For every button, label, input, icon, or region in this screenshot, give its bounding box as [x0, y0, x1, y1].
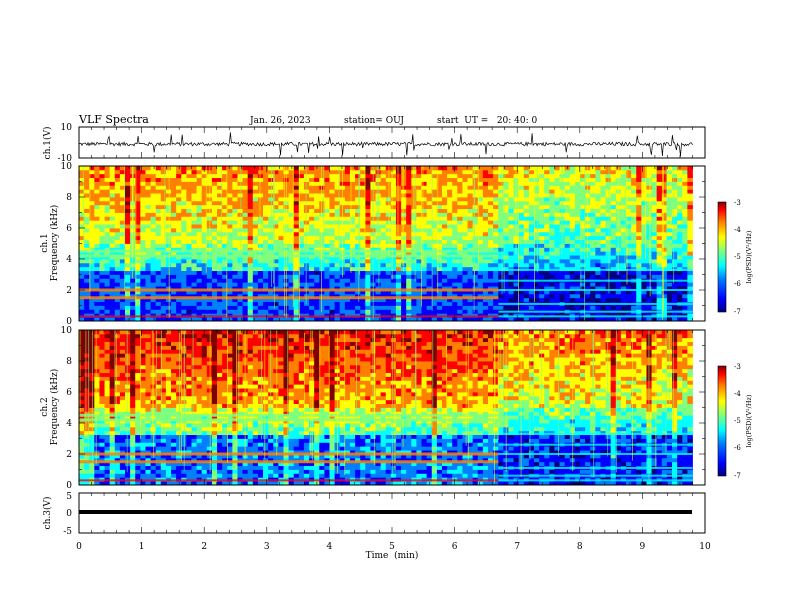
- cb2-tick-m7: -7: [734, 472, 741, 480]
- x-tick-label: 6: [452, 542, 458, 552]
- ch1-spec-ylabel-line1: ch.1: [40, 233, 50, 252]
- ch3-ytick-m5: -5: [63, 527, 72, 537]
- date-label: Jan. 26, 2023: [249, 116, 311, 126]
- cb2-label: log(PSD)(V²/Hz): [745, 394, 753, 447]
- x-tick-labels: 0 1 2 3 4 5 6 7 8 9 10: [76, 542, 711, 552]
- freq-tick-label: 2: [66, 450, 72, 460]
- ch3-waveform-panel: 5 0 -5 ch.3(V): [42, 492, 706, 537]
- x-tick-label: 0: [76, 542, 82, 552]
- ch1-waveform-line: [78, 132, 693, 157]
- cb2-tick-m6: -6: [734, 444, 741, 452]
- freq-tick-label: 8: [66, 193, 72, 203]
- ch1-ytick-bottom: -10: [58, 154, 73, 164]
- freq-tick-label: 4: [66, 419, 72, 429]
- cb2-tick-m4: -4: [734, 390, 741, 398]
- x-axis-label: Time (min): [366, 550, 419, 561]
- freq-tick-label: 0: [66, 481, 72, 491]
- freq-tick-label: 10: [61, 162, 73, 172]
- freq-tick-label: 6: [66, 224, 72, 234]
- cb1-tick-m4: -4: [734, 226, 741, 234]
- cb1-tick-m5: -5: [734, 253, 741, 261]
- x-tick-label: 3: [264, 542, 270, 552]
- ch1-spec-ylabel-line2: Frequency (kHz): [49, 205, 60, 282]
- ch1-ytick-top: 10: [61, 123, 73, 133]
- ch3-ytick-0: 0: [66, 509, 72, 519]
- cb2-tick-m5: -5: [734, 417, 741, 425]
- freq-tick-label: 8: [66, 357, 72, 367]
- start-time-label: start UT = 20: 40: 0: [437, 116, 538, 126]
- cb1-tick-m7: -7: [734, 308, 741, 316]
- cb1-tick-m6: -6: [734, 280, 741, 288]
- x-tick-label: 9: [640, 542, 646, 552]
- colorbar-2: -3 -4 -5 -6 -7 log(PSD)(V²/Hz): [717, 363, 753, 480]
- x-tick-label: 5: [389, 542, 395, 552]
- chart-title: VLF Spectra: [78, 113, 149, 126]
- freq-tick-label: 6: [66, 388, 72, 398]
- ch2-spec-ylabel-line1: ch.2: [40, 397, 50, 416]
- x-tick-label: 1: [139, 542, 145, 552]
- ch1-spectrogram-image: [79, 166, 705, 322]
- freq-tick-label: 10: [61, 326, 73, 336]
- ch1-waveform-panel: 10 -10 ch.1(V): [42, 123, 706, 164]
- colorbar-1: -3 -4 -5 -6 -7 log(PSD)(V²/Hz): [717, 199, 753, 316]
- freq-tick-label: 4: [66, 255, 72, 265]
- x-tick-label: 4: [327, 542, 333, 552]
- ch1-ylabel: ch.1(V): [42, 127, 53, 160]
- station-label: station= OUJ: [344, 116, 404, 126]
- x-tick-label: 2: [201, 542, 207, 552]
- ch2-spectrogram-panel: 0 2 4 6 8 10 ch.2 Frequency (kHz): [40, 326, 706, 491]
- freq-tick-label: 2: [66, 286, 72, 296]
- ch3-ylabel: ch.3(V): [42, 497, 53, 530]
- x-tick-label: 8: [577, 542, 583, 552]
- cb1-tick-m3: -3: [734, 199, 741, 207]
- ch3-ytick-5: 5: [66, 492, 72, 502]
- cb2-tick-m3: -3: [734, 363, 741, 371]
- cb1-label: log(PSD)(V²/Hz): [745, 230, 753, 283]
- ch1-spectrogram-panel: 0 2 4 6 8 10 ch.1 Frequency (kHz): [40, 162, 706, 327]
- colorbar-2-gradient: [717, 365, 727, 477]
- x-tick-label: 10: [699, 542, 711, 552]
- ch2-spec-ylabel-line2: Frequency (kHz): [49, 369, 60, 446]
- colorbar-1-gradient: [717, 201, 727, 313]
- freq-tick-label: 0: [66, 317, 72, 327]
- ch2-spectrogram-image: [79, 330, 705, 486]
- x-tick-label: 7: [514, 542, 520, 552]
